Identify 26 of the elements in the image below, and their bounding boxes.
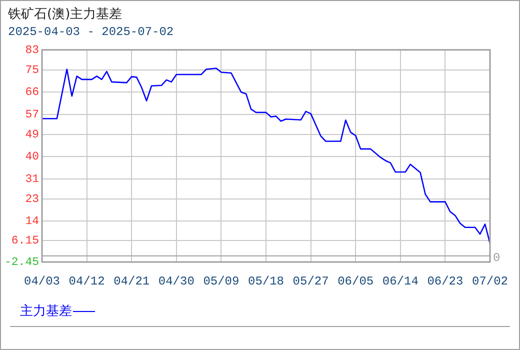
x-tick-label: 04/03 xyxy=(24,274,60,288)
x-tick-label: 06/14 xyxy=(382,274,418,288)
y-tick-label: 57 xyxy=(25,108,39,122)
x-tick-label: 05/09 xyxy=(203,274,240,288)
y-tick-label: -2.45 xyxy=(4,256,40,270)
y-tick-label: 6.15 xyxy=(11,234,40,248)
x-tick-label: 06/23 xyxy=(427,274,464,288)
x-tick-label: 06/05 xyxy=(338,274,374,288)
y-tick-label: 75 xyxy=(25,64,40,77)
chart-title: 铁矿石(澳)主力基差 xyxy=(8,6,122,23)
y-tick-label: 23 xyxy=(25,192,40,206)
y-tick-label: 83 xyxy=(25,44,40,57)
y-tick-label: 40 xyxy=(25,150,40,164)
legend-label: 主力基差 xyxy=(20,303,72,320)
y-tick-label: 14 xyxy=(25,215,40,228)
chart-subtitle: 2025-04-03 - 2025-07-02 xyxy=(8,25,174,39)
x-tick-label: 04/30 xyxy=(158,274,194,288)
y-tick-label: 31 xyxy=(25,173,40,186)
x-tick-label: 04/21 xyxy=(114,274,150,288)
x-tick-label: 07/02 xyxy=(472,274,508,288)
y-tick-label: 49 xyxy=(25,128,40,142)
x-tick-label: 05/18 xyxy=(248,274,284,288)
x-tick-label: 05/27 xyxy=(292,274,329,288)
ref-line-label: 0 xyxy=(492,251,500,266)
y-tick-label: 66 xyxy=(25,86,40,100)
x-tick-label: 04/12 xyxy=(68,274,105,288)
